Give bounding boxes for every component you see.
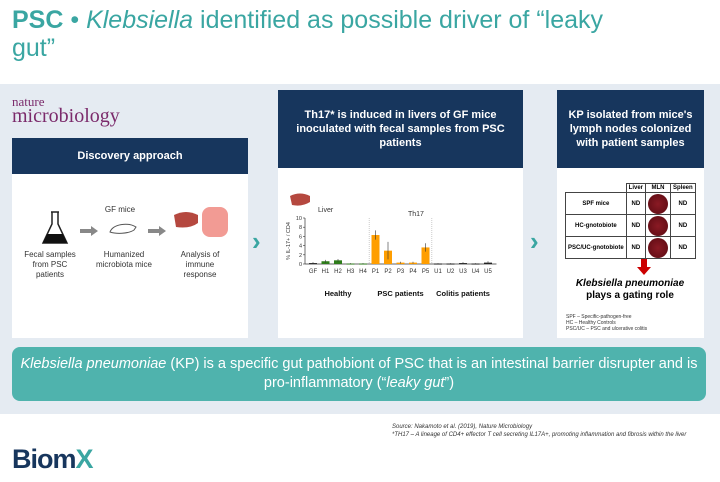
page-title: PSC • Klebsiella identified as possible … [12, 6, 604, 62]
biomx-logo: BiomX [12, 444, 94, 474]
x-tick-label: U2 [447, 269, 455, 275]
chevron-right-icon: › [252, 226, 261, 256]
col-header: Liver [625, 183, 647, 193]
chart-title: Th17 [408, 211, 424, 218]
bar-P5 [421, 247, 430, 264]
x-tick-label: P5 [422, 269, 430, 275]
th17-panel: Th17* is induced in livers of GF mice in… [278, 90, 523, 338]
bar-H3 [346, 263, 355, 265]
x-tick-label: U4 [472, 269, 480, 275]
bar-U1 [434, 263, 442, 265]
arrow-down-icon [637, 259, 651, 275]
x-tick-label: P2 [384, 269, 392, 275]
group-label: Colitis patients [436, 289, 490, 298]
x-tick-label: P1 [372, 269, 380, 275]
flask-icon [41, 211, 69, 244]
summary-banner: Klebsiella pneumoniae (KP) is a specific… [12, 347, 706, 401]
culture-dish [648, 237, 669, 258]
x-tick-label: GF [309, 269, 318, 275]
bar-U2 [446, 263, 455, 265]
conclusion: Klebsiella pneumoniae plays a gating role [575, 278, 685, 301]
panel-header: Th17* is induced in livers of GF mice in… [278, 90, 523, 168]
culture-dish [648, 193, 669, 214]
table-row: SPF mice ND ND [565, 192, 696, 215]
y-axis-label: % IL-17+ / CD4 [286, 222, 292, 260]
journal-logo: nature microbiology [12, 94, 120, 127]
y-tick-label: 2 [299, 253, 302, 259]
th17-chart: Liver Th17 % IL-17+ / CD4 0 2 4 6 8 10 GF H1 H2 H3 H4… [286, 193, 497, 298]
y-tick-label: 4 [299, 244, 302, 250]
bar-H2 [334, 260, 342, 264]
x-tick-label: H2 [334, 269, 342, 275]
y-tick-label: 8 [299, 225, 302, 231]
arrow-icon [80, 226, 98, 236]
step-3: Analysis of immune response [180, 250, 220, 279]
bar-H4 [359, 263, 367, 265]
step-1: Fecal samples from PSC patients [24, 250, 76, 279]
liver-intestine-icon [174, 207, 228, 237]
culture-dish [648, 215, 669, 236]
x-tick-label: U5 [484, 269, 492, 275]
col-header: Spleen [670, 183, 696, 193]
x-tick-label: P3 [397, 269, 405, 275]
col-header: MLN [645, 183, 672, 193]
x-tick-label: U1 [434, 269, 442, 275]
chart-subtitle: Liver [318, 207, 334, 214]
mouse-icon [109, 223, 137, 234]
x-tick-label: U3 [459, 269, 467, 275]
y-tick-label: 10 [296, 216, 302, 222]
isolation-table: Liver MLN Spleen SPF mice ND ND HC-gnotobiot… [565, 183, 696, 259]
bar-P1 [371, 235, 380, 264]
bar-U4 [471, 263, 480, 265]
table-row: PSC/UC-gnotobiote ND ND [565, 236, 696, 259]
group-label: Healthy [324, 289, 352, 298]
panel-header: KP isolated from mice's lymph nodes colo… [557, 90, 704, 168]
x-tick-label: H1 [322, 269, 330, 275]
x-tick-label: H3 [347, 269, 355, 275]
y-tick-label: 0 [299, 262, 302, 268]
table-row: HC-gnotobiote ND ND [565, 214, 696, 237]
group-label: PSC patients [377, 289, 423, 298]
arrow-icon [148, 226, 166, 236]
abbrev-legend: SPF – Specific-pathogen-free HC – Healthy… [566, 314, 648, 332]
footnotes: Source: Nakamoto et al. (2019), Nature M… [392, 424, 687, 438]
liver-icon [290, 193, 310, 206]
x-tick-label: P4 [409, 269, 417, 275]
x-tick-label: H4 [359, 269, 367, 275]
panel-header: Discovery approach [12, 138, 248, 174]
gf-mice-label: GF mice [104, 205, 136, 214]
step-2: Humanized microbiota mice [95, 250, 152, 269]
chevron-right-icon: › [530, 226, 539, 256]
y-tick-label: 6 [299, 234, 302, 240]
